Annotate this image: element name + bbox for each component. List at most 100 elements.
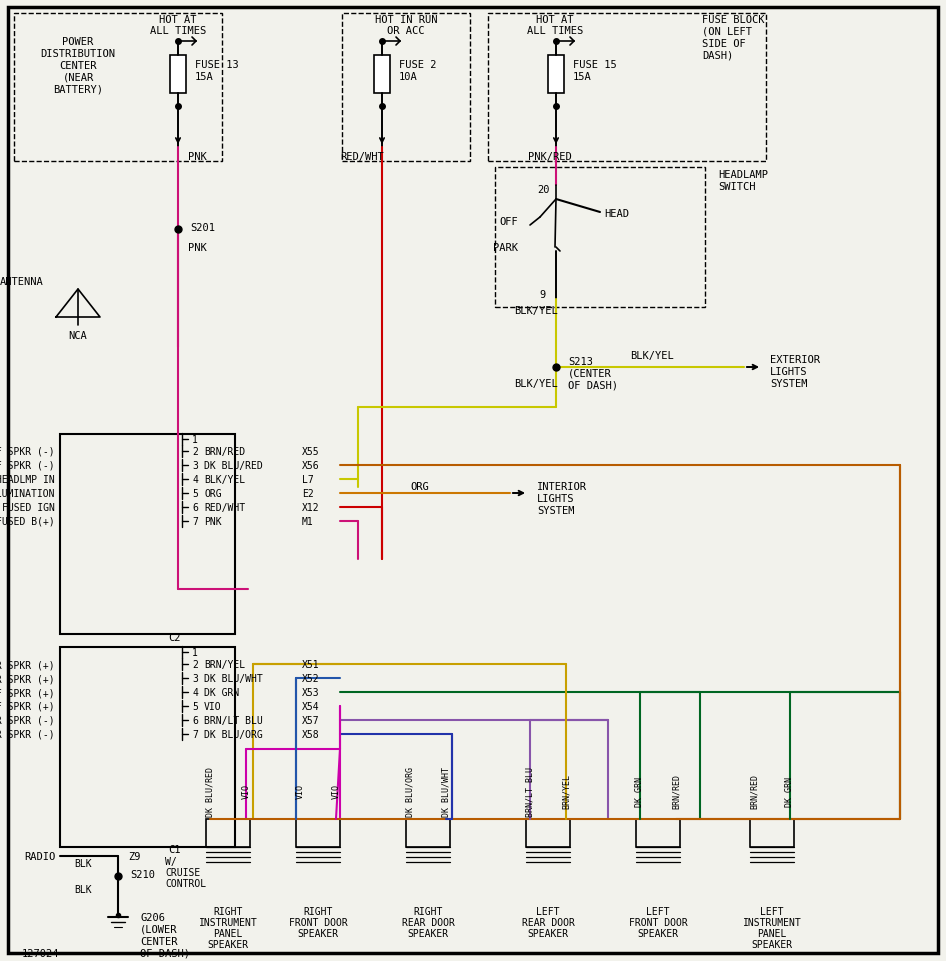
Text: X52: X52 [302,674,320,683]
Text: LIGHTS: LIGHTS [770,366,808,377]
Text: 15A: 15A [195,72,214,82]
Text: Z9: Z9 [128,851,141,861]
Text: HEADLAMP: HEADLAMP [718,170,768,180]
Text: LR SPKR (+): LR SPKR (+) [0,659,55,669]
Text: FRONT DOOR: FRONT DOOR [629,917,688,927]
Text: LEFT: LEFT [761,906,783,916]
Text: HOT AT: HOT AT [159,15,197,25]
Text: INSTRUMENT: INSTRUMENT [199,917,257,927]
Text: HOT AT: HOT AT [536,15,574,25]
Text: SPEAKER: SPEAKER [408,928,448,938]
Text: X57: X57 [302,715,320,726]
Text: (ON LEFT: (ON LEFT [702,27,752,37]
Text: BLK/YEL: BLK/YEL [204,475,245,484]
Text: REAR DOOR: REAR DOOR [521,917,574,927]
Text: 4: 4 [192,687,198,698]
Text: RR SPKR (-): RR SPKR (-) [0,729,55,739]
Bar [495,168,705,308]
Text: 1: 1 [192,434,198,445]
Text: 6: 6 [192,503,198,512]
Text: SPEAKER: SPEAKER [297,928,339,938]
Text: BLK/YEL: BLK/YEL [630,351,674,360]
Bar [406,819,450,847]
Text: (NEAR: (NEAR [62,73,94,83]
Text: VIO: VIO [204,702,221,711]
Text: SPEAKER: SPEAKER [528,928,569,938]
Text: DISTRIBUTION: DISTRIBUTION [41,49,115,59]
Text: EXTERIOR: EXTERIOR [770,355,820,364]
Text: VIO: VIO [331,783,341,799]
Text: VIO: VIO [295,783,305,799]
Text: HEAD: HEAD [604,209,629,219]
Text: 4: 4 [192,475,198,484]
Text: PNK: PNK [188,152,207,161]
Text: RIGHT: RIGHT [213,906,243,916]
Text: INTERIOR: INTERIOR [537,481,587,491]
Text: X54: X54 [302,702,320,711]
Text: HOT IN RUN: HOT IN RUN [375,15,437,25]
Text: BLK: BLK [74,858,92,868]
Text: ANTENNA: ANTENNA [0,277,44,286]
Text: OR ACC: OR ACC [387,26,425,36]
Text: E2: E2 [302,488,314,499]
Text: FUSE BLOCK: FUSE BLOCK [702,15,764,25]
Text: SPEAKER: SPEAKER [207,939,249,949]
Text: 20: 20 [536,185,550,195]
Text: BRN/YEL: BRN/YEL [562,774,570,808]
Bar [548,56,564,94]
Text: DK GRN: DK GRN [636,776,644,806]
Text: CENTER: CENTER [60,61,96,71]
Text: 7: 7 [192,729,198,739]
Bar [636,819,680,847]
Text: X51: X51 [302,659,320,669]
Text: PARK: PARK [493,243,518,253]
Text: 15A: 15A [573,72,592,82]
Text: (CENTER: (CENTER [568,369,612,379]
Text: G206: G206 [140,912,165,922]
Text: BRN/LT BLU: BRN/LT BLU [204,715,263,726]
Text: REAR DOOR: REAR DOOR [401,917,454,927]
Bar [526,819,570,847]
Bar [170,56,186,94]
Text: 5: 5 [192,702,198,711]
Text: L7: L7 [302,475,314,484]
Text: RF SPKR (+): RF SPKR (+) [0,702,55,711]
Bar [14,14,222,161]
Bar [750,819,794,847]
Text: DK GRN: DK GRN [785,776,795,806]
Text: RADIO: RADIO [24,851,55,861]
Text: RIGHT: RIGHT [413,906,443,916]
Text: POWER: POWER [62,37,94,47]
Text: RF SPKR (-): RF SPKR (-) [0,460,55,471]
Bar [60,434,235,634]
Bar [206,819,250,847]
Text: 10A: 10A [399,72,418,82]
Text: FUSED B(+): FUSED B(+) [0,516,55,527]
Text: X12: X12 [302,503,320,512]
Text: PNK/RED: PNK/RED [528,152,571,161]
Text: FUSED IGN: FUSED IGN [2,503,55,512]
Text: C2: C2 [168,632,181,642]
Text: LF SPKR (-): LF SPKR (-) [0,447,55,456]
Text: W/: W/ [165,856,177,866]
Text: CRUISE: CRUISE [165,867,201,877]
Text: BATTERY): BATTERY) [53,85,103,95]
Bar [60,648,235,847]
Text: DASH): DASH) [702,51,733,61]
Text: DK BLU/ORG: DK BLU/ORG [406,766,414,816]
Text: NCA: NCA [69,331,87,340]
Text: BLK/YEL: BLK/YEL [514,379,558,388]
Text: FUSE 2: FUSE 2 [399,60,436,70]
Text: BRN/YEL: BRN/YEL [204,659,245,669]
Text: S210: S210 [130,869,155,879]
Text: BRN/LT BLU: BRN/LT BLU [525,766,534,816]
Text: PANEL: PANEL [213,928,243,938]
Bar [488,14,766,161]
Text: BLK: BLK [74,884,92,894]
Text: DK BLU/RED: DK BLU/RED [204,460,263,471]
Text: 2: 2 [192,659,198,669]
Text: FUSE 15: FUSE 15 [573,60,617,70]
Text: SPEAKER: SPEAKER [638,928,678,938]
Text: 5: 5 [192,488,198,499]
Text: 1: 1 [192,648,198,657]
